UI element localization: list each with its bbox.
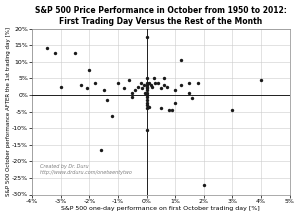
Point	[144, 85, 149, 88]
Title: S&P 500 Price Performance in October from 1950 to 2012:
First Trading Day Versus: S&P 500 Price Performance in October fro…	[35, 6, 287, 26]
Point	[130, 92, 135, 95]
Point	[144, 35, 149, 39]
Point	[144, 93, 149, 97]
Point	[140, 87, 145, 90]
Point	[136, 85, 140, 88]
Point	[230, 108, 235, 112]
Point	[144, 82, 149, 85]
Point	[87, 68, 92, 72]
Point	[144, 88, 149, 92]
Point	[201, 183, 206, 186]
Point	[187, 92, 192, 95]
Point	[98, 148, 103, 151]
Point	[130, 95, 135, 98]
Point	[144, 87, 149, 90]
Point	[147, 82, 152, 85]
Point	[110, 115, 115, 118]
Point	[127, 78, 132, 82]
Point	[58, 85, 63, 88]
Point	[178, 83, 183, 87]
Point	[139, 82, 143, 85]
Point	[158, 87, 163, 90]
Point	[161, 77, 166, 80]
Point	[187, 82, 192, 85]
Point	[144, 103, 149, 107]
Text: Created by Dr. Duru
http://www.drduru.com/onetwentytwo: Created by Dr. Duru http://www.drduru.co…	[40, 164, 133, 175]
Point	[93, 82, 98, 85]
Point	[150, 85, 155, 88]
Point	[164, 85, 169, 88]
Point	[153, 82, 158, 85]
Point	[190, 97, 195, 100]
Point	[178, 58, 183, 62]
Point	[116, 82, 120, 85]
Point	[144, 128, 149, 132]
Point	[104, 98, 109, 102]
Point	[144, 95, 149, 98]
Y-axis label: S&P 500 October performance AFTER the 1st trading day [%]: S&P 500 October performance AFTER the 1s…	[6, 27, 10, 196]
Point	[156, 82, 161, 85]
Point	[84, 87, 89, 90]
Point	[144, 98, 149, 102]
Point	[141, 83, 146, 87]
Point	[170, 108, 175, 112]
Point	[101, 88, 106, 92]
Point	[143, 92, 148, 95]
Point	[144, 83, 149, 87]
Point	[53, 52, 58, 55]
Point	[144, 77, 149, 80]
Point	[167, 108, 172, 112]
Point	[148, 83, 153, 87]
Point	[144, 102, 149, 105]
Point	[151, 77, 156, 80]
Point	[173, 102, 178, 105]
Point	[259, 78, 263, 82]
X-axis label: S&P 500 one-day performance on first October trading day [%]: S&P 500 one-day performance on first Oct…	[61, 206, 260, 211]
Point	[196, 82, 200, 85]
Point	[144, 107, 149, 110]
Point	[121, 87, 126, 90]
Point	[147, 105, 152, 108]
Point	[158, 107, 163, 110]
Point	[73, 52, 77, 55]
Point	[44, 47, 49, 50]
Point	[161, 83, 166, 87]
Point	[173, 88, 178, 92]
Point	[133, 88, 137, 92]
Point	[144, 92, 149, 95]
Point	[78, 83, 83, 87]
